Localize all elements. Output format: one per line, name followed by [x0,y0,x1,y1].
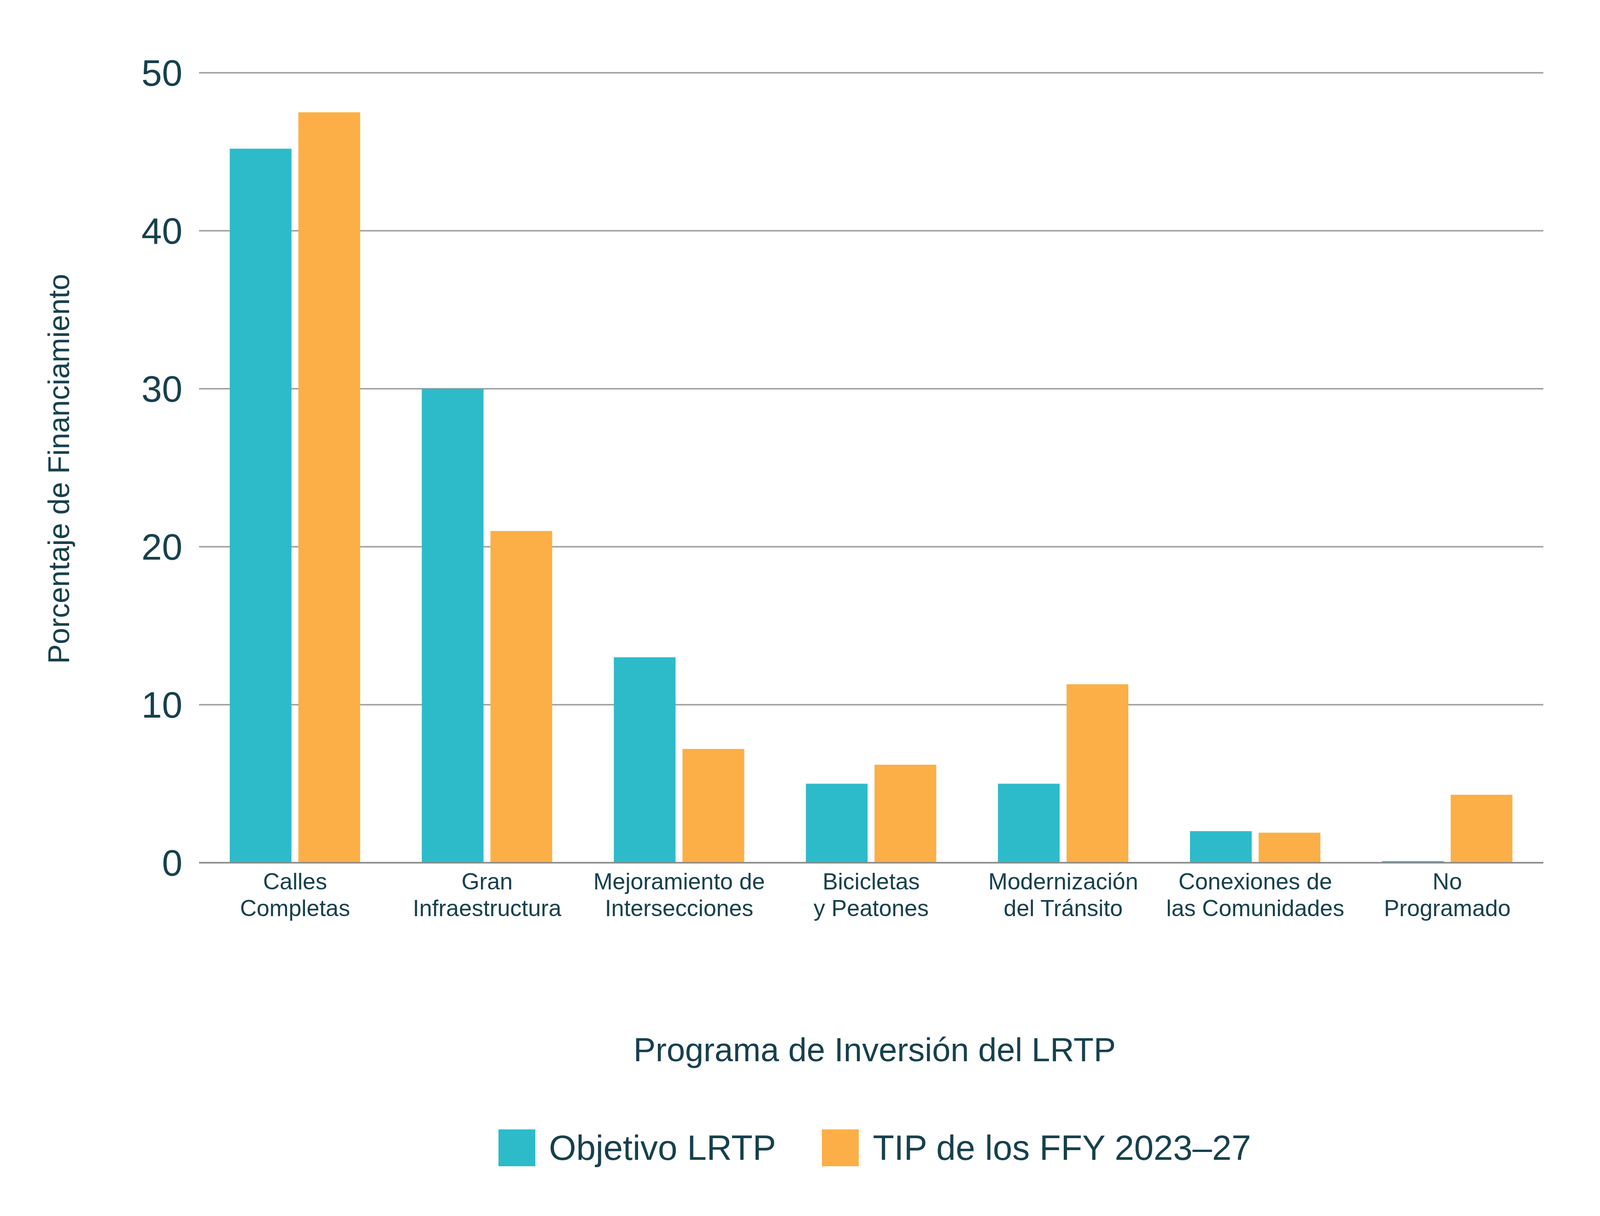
svg-text:Mejoramiento deIntersecciones: Mejoramiento deIntersecciones [593,868,765,922]
svg-text:Modernizacióndel Tránsito: Modernizacióndel Tránsito [988,868,1138,922]
svg-text:0: 0 [162,842,183,884]
svg-text:Conexiones delas Comunidades: Conexiones delas Comunidades [1166,868,1345,922]
svg-text:Bicicletasy Peatones: Bicicletasy Peatones [813,868,929,922]
svg-text:NoProgramado: NoProgramado [1383,868,1511,922]
svg-text:30: 30 [141,368,183,410]
svg-text:GranInfraestructura: GranInfraestructura [412,868,562,922]
html-text:Porcentaje de Financiamiento: Porcentaje de Financiamiento [42,273,76,665]
svg-text:CallesCompletas: CallesCompletas [240,868,351,922]
html-text:Objetivo LRTP: Objetivo LRTP [548,1128,776,1168]
svg-text:10: 10 [141,684,183,726]
html-text:Programa de Inversión del LRTP: Programa de Inversión del LRTP [633,1031,1116,1069]
html-text:TIP de los FFY 2023–27: TIP de los FFY 2023–27 [872,1128,1251,1168]
svg-text:40: 40 [141,210,183,252]
svg-text:50: 50 [141,52,183,94]
svg-text:20: 20 [141,526,183,568]
